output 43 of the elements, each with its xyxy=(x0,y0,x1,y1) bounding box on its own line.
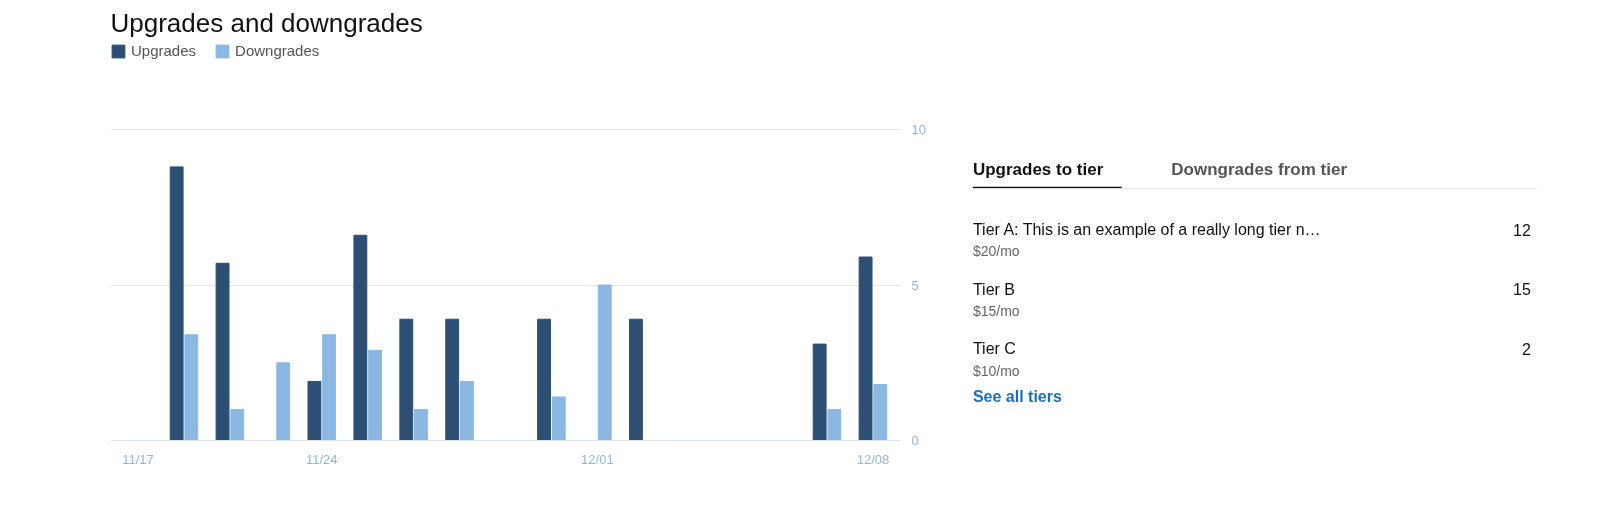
bar xyxy=(551,396,566,441)
data-label: 12 xyxy=(1513,221,1531,239)
text: $15/mo xyxy=(972,303,1020,320)
legend-label: Upgrades xyxy=(131,42,197,59)
bar xyxy=(307,380,322,441)
category-label: Tier B xyxy=(972,280,1015,298)
y-tick-label: 0 xyxy=(911,433,919,448)
legend-label: Downgrades xyxy=(235,42,320,59)
text: See all tiers xyxy=(972,388,1062,406)
text: $20/mo xyxy=(972,243,1020,260)
bar xyxy=(827,408,842,441)
bar xyxy=(322,334,337,441)
y-tick-label: 5 xyxy=(911,277,919,293)
bar xyxy=(537,318,552,441)
bar xyxy=(184,334,199,441)
bar xyxy=(353,234,368,441)
bar xyxy=(414,408,428,441)
bar xyxy=(597,284,612,441)
bar xyxy=(858,256,873,441)
bar xyxy=(368,349,382,441)
chart-title: Upgrades and downgrades xyxy=(110,7,423,38)
bar xyxy=(230,408,245,441)
bar xyxy=(215,262,230,441)
y-tick-label: 10 xyxy=(911,122,926,138)
bar xyxy=(459,380,474,441)
category-label: Tier A: This is an example of a really long tier n… xyxy=(972,221,1321,239)
data-label: 15 xyxy=(1513,281,1531,299)
text: Downgrades from tier xyxy=(1171,160,1348,180)
bar xyxy=(812,343,827,441)
bar xyxy=(445,318,460,441)
text: $10/mo xyxy=(972,362,1020,379)
x-tick-label: 12/01 xyxy=(581,451,614,467)
bar xyxy=(629,318,643,441)
bar xyxy=(873,384,888,441)
data-label: 2 xyxy=(1522,340,1531,358)
bar xyxy=(276,362,291,441)
x-tick-label: 12/08 xyxy=(856,451,890,467)
bar xyxy=(169,166,184,441)
x-tick-label: 11/17 xyxy=(122,451,154,467)
x-tick-label: 11/24 xyxy=(306,451,338,467)
bar xyxy=(399,318,414,441)
category-label: Tier C xyxy=(972,340,1016,358)
text: Upgrades to tier xyxy=(972,160,1104,180)
